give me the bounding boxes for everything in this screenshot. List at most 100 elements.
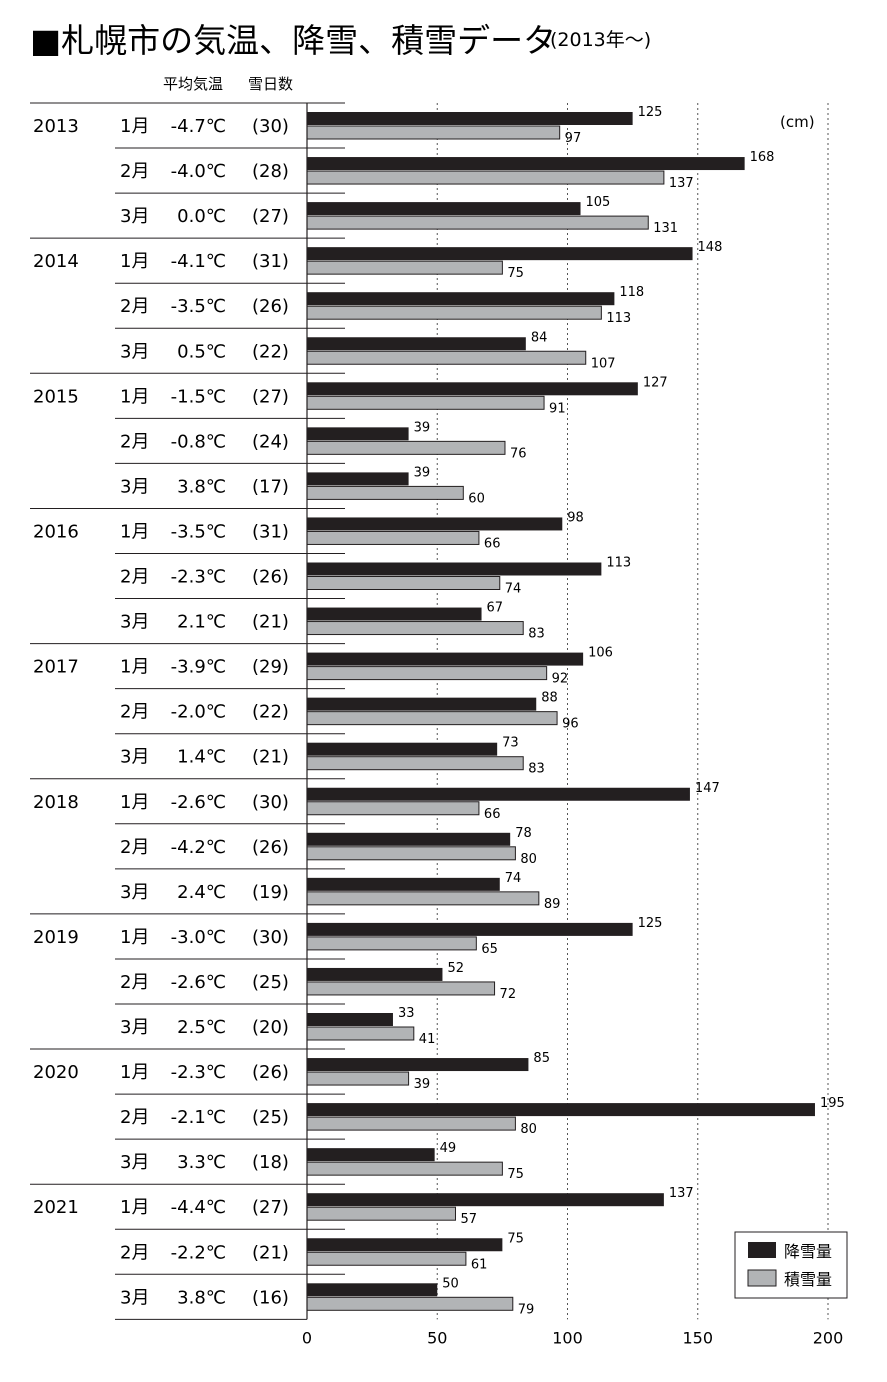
bar-snow-depth: [306, 350, 587, 365]
bar-snow-depth: [306, 666, 548, 681]
table-row: 2月 -4.0℃ (28) 168 137: [120, 150, 774, 191]
snow-days: (24): [252, 431, 289, 452]
average-temperature: -2.6℃: [171, 792, 226, 813]
average-temperature: -2.6℃: [171, 972, 226, 993]
value-label-snowfall: 39: [414, 420, 431, 435]
x-tick-label: 50: [427, 1328, 447, 1347]
table-row: 2016 1月 -3.5℃ (31) 98 66: [33, 510, 584, 551]
bar-snow-depth: [306, 1026, 415, 1041]
bar-snowfall: [307, 337, 526, 351]
bar-snowfall: [307, 1058, 529, 1072]
table-row: 2021 1月 -4.4℃ (27) 137 57: [33, 1186, 694, 1227]
table-row: 2月 -4.2℃ (26) 78 80: [120, 826, 537, 867]
value-label-depth: 83: [528, 762, 545, 777]
bar-snow-depth: [306, 936, 477, 951]
bar-snowfall: [307, 1103, 815, 1117]
month-label: 1月: [120, 1197, 149, 1218]
table-row: 2月 -2.3℃ (26) 113 74: [120, 556, 631, 597]
bar-snowfall: [307, 562, 602, 576]
bar-snowfall: [307, 247, 693, 261]
value-label-snowfall: 148: [698, 240, 723, 255]
average-temperature: -2.0℃: [171, 702, 226, 723]
table-row: 2月 -2.6℃ (25) 52 72: [120, 961, 516, 1002]
bar-snow-depth: [306, 1206, 456, 1221]
month-label: 3月: [120, 1287, 149, 1308]
year-label: 2015: [33, 386, 79, 407]
average-temperature: 2.5℃: [177, 1017, 226, 1038]
month-label: 3月: [120, 882, 149, 903]
table-row: 2019 1月 -3.0℃ (30) 125 65: [33, 916, 662, 957]
year-label: 2016: [33, 521, 79, 542]
snow-days: (28): [252, 161, 289, 182]
value-label-depth: 96: [562, 717, 579, 732]
table-row: 3月 2.5℃ (20) 33 41: [120, 1006, 435, 1047]
bar-snowfall: [307, 112, 633, 125]
value-label-snowfall: 147: [695, 781, 720, 796]
bar-snow-depth: [306, 170, 665, 185]
snow-days: (16): [252, 1287, 289, 1308]
snow-days: (20): [252, 1017, 289, 1038]
bar-snowfall: [307, 202, 581, 216]
table-row: 2月 -2.0℃ (22) 88 96: [120, 691, 579, 732]
average-temperature: -2.3℃: [171, 567, 226, 588]
bar-snow-depth: [306, 530, 480, 545]
value-label-snowfall: 98: [567, 510, 584, 525]
year-label: 2013: [33, 116, 79, 137]
year-label: 2018: [33, 792, 79, 813]
bar-snowfall: [307, 1238, 503, 1252]
average-temperature: -4.7℃: [171, 116, 226, 137]
bar-snow-depth: [306, 395, 545, 410]
value-label-snowfall: 113: [606, 556, 631, 571]
value-label-depth: 137: [669, 176, 694, 191]
table-row: 2月 -2.1℃ (25) 195 80: [120, 1096, 845, 1137]
value-label-depth: 74: [505, 582, 522, 597]
value-label-snowfall: 85: [533, 1051, 550, 1066]
value-label-snowfall: 127: [643, 375, 668, 390]
bar-snow-depth: [306, 1116, 516, 1131]
average-temperature: -0.8℃: [171, 431, 226, 452]
bar-snowfall: [307, 1193, 664, 1207]
average-temperature: -3.5℃: [171, 296, 226, 317]
bar-snow-depth: [306, 801, 480, 816]
bar-snow-depth: [306, 1161, 503, 1176]
snow-days: (29): [252, 657, 289, 678]
snow-days: (25): [252, 1107, 289, 1128]
snow-days: (31): [252, 521, 289, 542]
year-label: 2020: [33, 1062, 79, 1083]
value-label-depth: 80: [520, 1122, 537, 1137]
x-tick-label: 0: [302, 1328, 312, 1347]
value-label-depth: 83: [528, 627, 545, 642]
average-temperature: 1.4℃: [177, 747, 226, 768]
value-label-snowfall: 75: [507, 1231, 524, 1246]
bar-snow-depth: [306, 1296, 514, 1311]
snow-days: (19): [252, 882, 289, 903]
value-label-snowfall: 39: [414, 465, 431, 480]
snow-days: (26): [252, 1062, 289, 1083]
bar-snow-depth: [306, 1251, 467, 1266]
month-label: 2月: [120, 702, 149, 723]
row-dividers: [30, 102, 345, 1275]
value-label-snowfall: 88: [541, 691, 558, 706]
month-label: 1月: [120, 927, 149, 948]
month-label: 1月: [120, 116, 149, 137]
bar-snow-depth: [306, 576, 501, 590]
data-rows: 2013 1月 -4.7℃ (30) 125 97 2月 -4.0℃ (28) 168 137 3月 0…: [33, 105, 845, 1317]
snow-days: (30): [252, 116, 289, 137]
month-label: 2月: [120, 837, 149, 858]
average-temperature: -4.0℃: [171, 161, 226, 182]
table-row: 2017 1月 -3.9℃ (29) 106 92: [33, 646, 613, 687]
x-tick-label: 150: [682, 1328, 713, 1347]
legend-label-depth: 積雪量: [784, 1270, 832, 1289]
table-row: 2月 -0.8℃ (24) 39 76: [120, 420, 527, 461]
value-label-depth: 107: [591, 356, 616, 371]
chart-subtitle: (2013年〜): [550, 29, 651, 51]
chart-title: ■札幌市の気温、降雪、積雪データ: [30, 21, 556, 60]
average-temperature: 3.3℃: [177, 1152, 226, 1173]
legend: 降雪量 積雪量: [734, 1231, 848, 1299]
bar-snow-depth: [306, 485, 464, 500]
value-label-snowfall: 50: [442, 1276, 459, 1291]
bar-snowfall: [307, 1148, 435, 1162]
value-label-depth: 57: [460, 1212, 477, 1227]
value-label-snowfall: 125: [638, 105, 663, 120]
